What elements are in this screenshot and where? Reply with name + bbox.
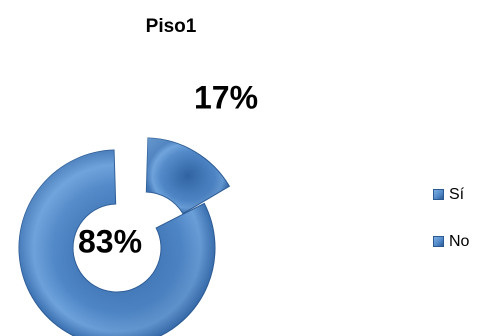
slice-bevel-si (146, 138, 230, 214)
data-label-si: 17% (194, 79, 258, 115)
legend-label-no: No (449, 233, 470, 250)
legend-label-si: Sí (449, 186, 465, 203)
legend-item-si: Sí (433, 186, 464, 204)
legend-item-no: No (433, 233, 469, 251)
data-label-no: 83% (78, 223, 142, 259)
slice-bevel-no (19, 150, 215, 336)
legend-swatch-si (433, 189, 444, 200)
chart-title: Piso1 (145, 16, 197, 37)
legend-swatch-no (433, 236, 444, 247)
